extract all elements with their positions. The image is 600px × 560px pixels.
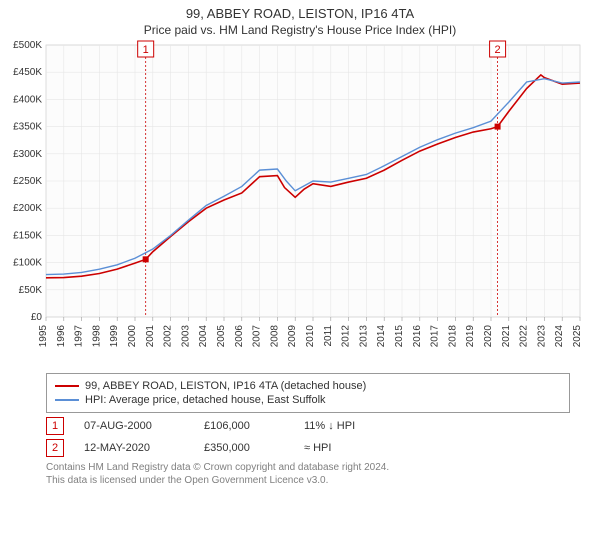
svg-text:2009: 2009 — [287, 325, 298, 348]
chart-title-address: 99, ABBEY ROAD, LEISTON, IP16 4TA — [0, 6, 600, 21]
legend-item: 99, ABBEY ROAD, LEISTON, IP16 4TA (detac… — [55, 380, 561, 392]
footer: Contains HM Land Registry data © Crown c… — [46, 461, 570, 487]
svg-text:2017: 2017 — [430, 325, 441, 348]
svg-text:2004: 2004 — [198, 325, 209, 348]
svg-text:£100K: £100K — [13, 258, 42, 269]
svg-text:£200K: £200K — [13, 203, 42, 214]
svg-text:2007: 2007 — [252, 325, 263, 348]
legend-swatch — [55, 385, 79, 387]
event-delta: 11% ↓ HPI — [304, 420, 394, 432]
svg-text:£150K: £150K — [13, 230, 42, 241]
event-row: 2 12-MAY-2020 £350,000 ≈ HPI — [46, 439, 570, 457]
svg-text:£250K: £250K — [13, 176, 42, 187]
svg-text:2005: 2005 — [216, 325, 227, 348]
svg-text:£350K: £350K — [13, 122, 42, 133]
event-price: £106,000 — [204, 420, 284, 432]
event-row: 1 07-AUG-2000 £106,000 11% ↓ HPI — [46, 417, 570, 435]
legend-label: HPI: Average price, detached house, East… — [85, 394, 326, 406]
chart-title-sub: Price paid vs. HM Land Registry's House … — [0, 23, 600, 37]
line-chart: £0 £50K £100K £150K £200K £250K £300K £350K £400… — [0, 37, 600, 367]
svg-text:2008: 2008 — [269, 325, 280, 348]
event-list: 1 07-AUG-2000 £106,000 11% ↓ HPI 2 12-MA… — [46, 417, 570, 457]
footer-line: This data is licensed under the Open Gov… — [46, 474, 570, 487]
footer-line: Contains HM Land Registry data © Crown c… — [46, 461, 570, 474]
svg-text:2016: 2016 — [412, 325, 423, 348]
svg-text:2018: 2018 — [447, 325, 458, 348]
svg-text:1997: 1997 — [74, 325, 85, 348]
svg-text:2012: 2012 — [341, 325, 352, 348]
legend-item: HPI: Average price, detached house, East… — [55, 394, 561, 406]
svg-text:1998: 1998 — [91, 325, 102, 348]
event-marker: 1 — [46, 417, 64, 435]
svg-text:2015: 2015 — [394, 325, 405, 348]
svg-text:2025: 2025 — [572, 325, 583, 348]
svg-text:1999: 1999 — [109, 325, 120, 348]
event-delta: ≈ HPI — [304, 442, 394, 454]
svg-text:2020: 2020 — [483, 325, 494, 348]
legend-swatch — [55, 399, 79, 401]
svg-text:1: 1 — [143, 44, 149, 56]
svg-text:£0: £0 — [31, 312, 43, 323]
svg-text:£300K: £300K — [13, 149, 42, 160]
svg-text:2001: 2001 — [145, 325, 156, 348]
legend: 99, ABBEY ROAD, LEISTON, IP16 4TA (detac… — [46, 373, 570, 413]
event-marker: 2 — [46, 439, 64, 457]
legend-label: 99, ABBEY ROAD, LEISTON, IP16 4TA (detac… — [85, 380, 366, 392]
event-date: 07-AUG-2000 — [84, 420, 184, 432]
svg-text:2: 2 — [495, 44, 501, 56]
svg-text:£500K: £500K — [13, 40, 42, 51]
svg-text:2006: 2006 — [234, 325, 245, 348]
chart-area: £0 £50K £100K £150K £200K £250K £300K £350K £400… — [0, 37, 600, 367]
svg-text:2003: 2003 — [180, 325, 191, 348]
svg-text:2023: 2023 — [536, 325, 547, 348]
event-price: £350,000 — [204, 442, 284, 454]
svg-text:2010: 2010 — [305, 325, 316, 348]
svg-text:1995: 1995 — [38, 325, 49, 348]
svg-text:2022: 2022 — [519, 325, 530, 348]
svg-text:2013: 2013 — [358, 325, 369, 348]
svg-text:1996: 1996 — [56, 325, 67, 348]
svg-text:£50K: £50K — [19, 285, 43, 296]
svg-text:£400K: £400K — [13, 94, 42, 105]
event-date: 12-MAY-2020 — [84, 442, 184, 454]
svg-text:2019: 2019 — [465, 325, 476, 348]
svg-text:2000: 2000 — [127, 325, 138, 348]
svg-text:2011: 2011 — [323, 325, 334, 347]
svg-text:2002: 2002 — [163, 325, 174, 348]
chart-header: 99, ABBEY ROAD, LEISTON, IP16 4TA Price … — [0, 0, 600, 37]
svg-text:2014: 2014 — [376, 325, 387, 348]
svg-text:2024: 2024 — [554, 325, 565, 348]
svg-text:2021: 2021 — [501, 325, 512, 348]
svg-text:£450K: £450K — [13, 67, 42, 78]
